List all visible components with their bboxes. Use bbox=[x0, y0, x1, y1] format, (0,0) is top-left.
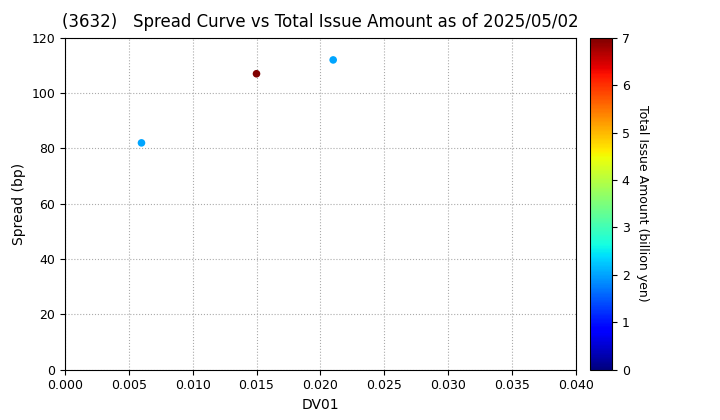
Point bbox=[251, 71, 262, 77]
Y-axis label: Spread (bp): Spread (bp) bbox=[12, 163, 26, 245]
X-axis label: DV01: DV01 bbox=[302, 398, 339, 412]
Point bbox=[328, 57, 339, 63]
Point bbox=[136, 139, 148, 146]
Title: (3632)   Spread Curve vs Total Issue Amount as of 2025/05/02: (3632) Spread Curve vs Total Issue Amoun… bbox=[62, 13, 579, 31]
Y-axis label: Total Issue Amount (billion yen): Total Issue Amount (billion yen) bbox=[636, 105, 649, 302]
